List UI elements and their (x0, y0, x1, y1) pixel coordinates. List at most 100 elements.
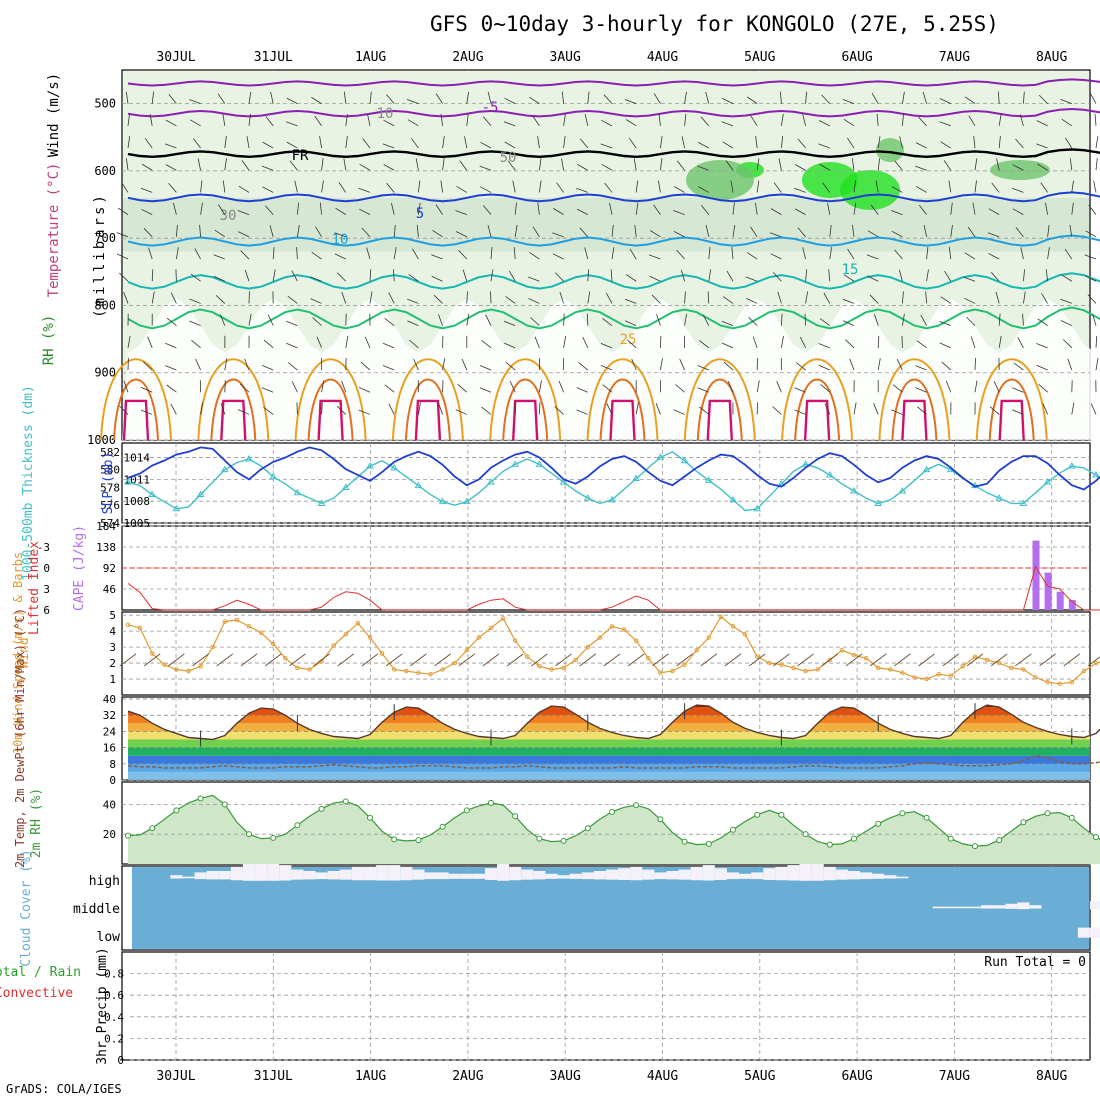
wind-speed-marker (512, 638, 518, 643)
wind-barb (849, 358, 855, 371)
rh-moisture-blob (686, 160, 754, 200)
wind-barb (1069, 224, 1073, 237)
isotherm-30-loop (891, 378, 938, 441)
wind-barb (539, 158, 542, 171)
cloud-cell-high (400, 866, 413, 881)
wind-barb (270, 91, 274, 104)
rh2m-marker (391, 836, 398, 843)
surface-wind-barb (143, 653, 161, 667)
thickness-tick-label: 576 (100, 499, 120, 512)
isotherm-5 (127, 191, 1100, 203)
wind-barb (974, 180, 977, 193)
cloud-cell-high (860, 872, 873, 880)
wind-barb (509, 381, 516, 393)
wind-barb (121, 182, 129, 193)
cloud-cell-high (533, 871, 546, 880)
wind-barb (867, 275, 879, 282)
wind-barb (289, 160, 298, 171)
wind-barb (514, 224, 518, 237)
cloud-cell-high (726, 872, 740, 880)
wind-barb (141, 208, 153, 215)
cloud-cell-low (1089, 927, 1100, 938)
wind-barb (827, 202, 831, 215)
wind-barb (383, 119, 395, 127)
wind-barb (772, 272, 782, 282)
wind-barb (802, 247, 806, 260)
wind-barb (407, 320, 419, 327)
wind-barb (915, 365, 927, 371)
wind-barb (730, 180, 734, 193)
wind-barb (582, 336, 589, 349)
wind-barb (262, 186, 274, 193)
rh2m-marker (996, 837, 1003, 844)
wind-barb (658, 113, 661, 126)
wind-barb (794, 164, 806, 171)
wind-barb (490, 247, 493, 260)
wind-barb (141, 163, 153, 171)
wind-speed-marker (900, 670, 905, 675)
cloud-cell-middle (932, 906, 945, 909)
rh2m-marker (947, 835, 954, 842)
wind-barb (700, 116, 710, 127)
wind-barb (1092, 313, 1097, 326)
wind-barb (923, 225, 927, 237)
wind-barb (345, 113, 348, 126)
thickness-marker (583, 494, 592, 501)
wind-barb (1012, 409, 1024, 415)
top-date-label: 1AUG (355, 50, 386, 65)
wind-barb (700, 205, 710, 215)
precip-convective-label: Convective (0, 986, 73, 1001)
wind-barb (628, 137, 637, 149)
wind-barb (358, 187, 371, 193)
wind-barb (1038, 94, 1048, 104)
isotherm-25-loop (100, 358, 172, 441)
wind-speed-marker (646, 656, 651, 661)
thickness-marker (196, 490, 205, 498)
wind-barb (386, 94, 395, 104)
cloud-cell-high (618, 868, 631, 880)
precip-tick-label: 0.8 (104, 968, 124, 981)
wind-barb (1042, 403, 1048, 415)
wind-barb (319, 136, 322, 149)
rh2m-marker (342, 798, 349, 805)
wind-barb (119, 405, 129, 415)
wind-barb (213, 254, 225, 260)
wind-barb (343, 91, 347, 104)
wind-barb (529, 252, 540, 260)
top-date-label: 5AUG (744, 50, 775, 65)
wind-speed-marker (718, 614, 724, 620)
wind-barb (166, 384, 177, 393)
wind-speed-marker (670, 668, 675, 674)
wind-tick-label: 3 (109, 641, 116, 654)
wind-barb (507, 160, 516, 171)
wind-barb (660, 136, 663, 149)
wind-barb (361, 227, 371, 238)
wind-barb (297, 224, 300, 237)
wind-barb (151, 291, 155, 304)
wind-barb (902, 291, 904, 304)
wind-barb (824, 403, 831, 415)
wind-barb (215, 295, 226, 304)
wind-barb (964, 252, 976, 260)
wind-barb (776, 381, 782, 393)
isotherm-35-loop (317, 399, 344, 441)
wind-barb (972, 202, 976, 215)
wind-speed-marker (343, 632, 349, 637)
wind-barb (998, 335, 1002, 348)
wind-barb (457, 383, 468, 393)
wind-speed-marker (464, 648, 470, 653)
panel-frame-wind (121, 611, 1091, 696)
wind-speed-marker (222, 619, 228, 624)
wind-speed-marker (198, 664, 203, 669)
top-date-label: 3AUG (550, 50, 581, 65)
cloud-cell-high (690, 866, 703, 881)
thickness-marker (898, 487, 907, 494)
wind-barb (314, 115, 322, 127)
wind-speed-marker (597, 635, 603, 640)
wind-barb (869, 294, 879, 304)
rh2m-marker (609, 808, 615, 815)
wind-speed-marker (936, 672, 941, 677)
thickness-marker (366, 462, 374, 469)
temp-color-band (128, 739, 1090, 748)
wind-tick-label: 1 (109, 673, 116, 686)
